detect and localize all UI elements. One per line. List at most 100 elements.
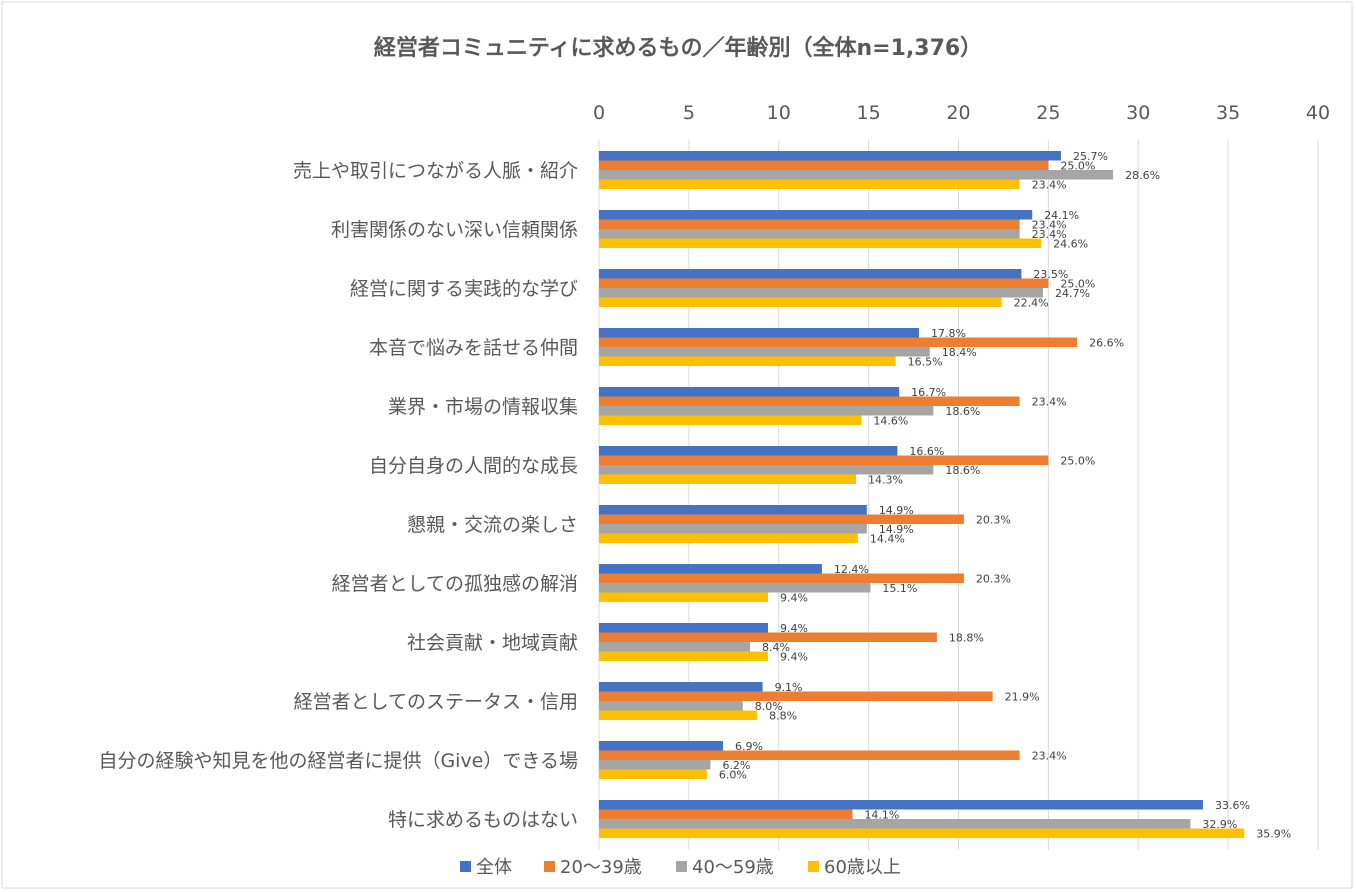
data-label: 23.5%	[1033, 268, 1068, 281]
bar	[599, 446, 898, 456]
chart-title: 経営者コミュニティに求めるもの／年齢別（全体n=1,376）	[374, 35, 982, 61]
data-label: 14.9%	[879, 523, 914, 536]
bar	[599, 741, 724, 751]
category-label: 経営者としての孤独感の解消	[332, 573, 578, 595]
x-tick-label: 5	[683, 102, 695, 124]
bar	[599, 337, 1078, 347]
legend-swatch	[544, 861, 555, 872]
bar	[599, 455, 1049, 465]
data-label: 18.8%	[949, 631, 984, 644]
data-label: 22.4%	[1014, 296, 1049, 309]
bar	[599, 642, 750, 652]
data-label: 14.4%	[870, 532, 905, 545]
bar	[599, 415, 862, 425]
data-label: 23.4%	[1032, 228, 1067, 241]
data-label: 18.6%	[945, 405, 980, 418]
legend-swatch	[808, 861, 819, 872]
bar	[599, 564, 822, 574]
bars	[599, 151, 1245, 838]
data-label: 16.5%	[908, 355, 943, 368]
bar	[599, 828, 1245, 838]
bar	[599, 632, 937, 642]
bar	[599, 524, 867, 534]
bar	[599, 229, 1020, 239]
category-label: 利害関係のない深い信頼関係	[331, 219, 578, 241]
data-label: 23.4%	[1032, 749, 1067, 762]
category-label: 自分自身の人間的な成長	[369, 455, 578, 477]
data-label: 23.4%	[1032, 218, 1067, 231]
data-label: 14.9%	[879, 504, 914, 517]
data-label: 14.6%	[873, 414, 908, 427]
bar	[599, 210, 1033, 220]
data-label: 14.1%	[864, 808, 899, 821]
x-tick-label: 0	[593, 102, 605, 124]
data-label: 24.7%	[1055, 287, 1090, 300]
bar	[599, 179, 1020, 189]
legend-label: 全体	[476, 857, 512, 878]
bar	[599, 387, 900, 397]
legend-label: 60歳以上	[824, 857, 901, 878]
bar	[599, 396, 1020, 406]
category-label: 本音で悩みを話せる仲間	[369, 337, 578, 359]
category-label: 自分の経験や知見を他の経営者に提供（Give）できる場	[98, 750, 578, 772]
bar	[599, 819, 1191, 829]
data-label: 35.9%	[1256, 827, 1291, 840]
legend: 全体 20〜39歳 40〜59歳 60歳以上	[460, 857, 901, 878]
data-label: 25.0%	[1060, 159, 1095, 172]
x-tick-label: 40	[1306, 102, 1330, 124]
bar	[599, 238, 1042, 248]
data-label: 9.4%	[780, 622, 808, 635]
category-label: 経営に関する実践的な学び	[350, 278, 578, 300]
data-label: 16.6%	[909, 445, 944, 458]
bar	[599, 297, 1002, 307]
x-tick-label: 30	[1126, 102, 1150, 124]
data-label: 8.4%	[762, 641, 790, 654]
bar	[599, 219, 1020, 229]
bar	[599, 474, 857, 484]
data-label: 9.4%	[780, 591, 808, 604]
data-label: 23.4%	[1032, 395, 1067, 408]
bar	[599, 682, 763, 692]
category-labels: 売上や取引につながる人脈・紹介利害関係のない深い信頼関係経営に関する実践的な学び…	[98, 160, 578, 831]
bar	[599, 750, 1020, 760]
x-axis-ticks: 0 5 10 15 20 25 30 35 40	[593, 102, 1330, 124]
data-label: 32.9%	[1202, 818, 1237, 831]
bar	[599, 288, 1043, 298]
data-label: 9.1%	[775, 681, 803, 694]
bar	[599, 170, 1114, 180]
data-label: 25.7%	[1073, 150, 1108, 163]
x-tick-label: 15	[857, 102, 881, 124]
category-label: 売上や取引につながる人脈・紹介	[293, 160, 578, 182]
data-label: 8.0%	[755, 700, 783, 713]
data-label: 20.3%	[976, 513, 1011, 526]
data-label: 25.0%	[1060, 454, 1095, 467]
bar	[599, 465, 934, 475]
data-label: 33.6%	[1215, 799, 1250, 812]
bar	[599, 592, 768, 602]
data-label: 14.3%	[868, 473, 903, 486]
bar	[599, 583, 871, 593]
data-label: 20.3%	[976, 572, 1011, 585]
x-tick-label: 25	[1036, 102, 1060, 124]
bar	[599, 651, 768, 661]
bar	[599, 151, 1061, 161]
data-labels: 25.7%25.0%28.6%23.4%24.1%23.4%23.4%24.6%…	[719, 150, 1291, 841]
bar	[599, 347, 930, 357]
legend-label: 20〜39歳	[560, 857, 642, 878]
bar	[599, 691, 993, 701]
data-label: 26.6%	[1089, 336, 1124, 349]
bar	[599, 623, 768, 633]
x-tick-label: 10	[767, 102, 791, 124]
data-label: 17.8%	[931, 327, 966, 340]
data-label: 12.4%	[834, 563, 869, 576]
legend-swatch	[676, 861, 687, 872]
legend-swatch	[460, 861, 471, 872]
bar	[599, 278, 1049, 288]
category-label: 社会貢献・地域貢献	[407, 632, 578, 654]
data-label: 28.6%	[1125, 169, 1160, 182]
bar	[599, 710, 758, 720]
data-label: 15.1%	[882, 582, 917, 595]
data-label: 21.9%	[1005, 690, 1040, 703]
